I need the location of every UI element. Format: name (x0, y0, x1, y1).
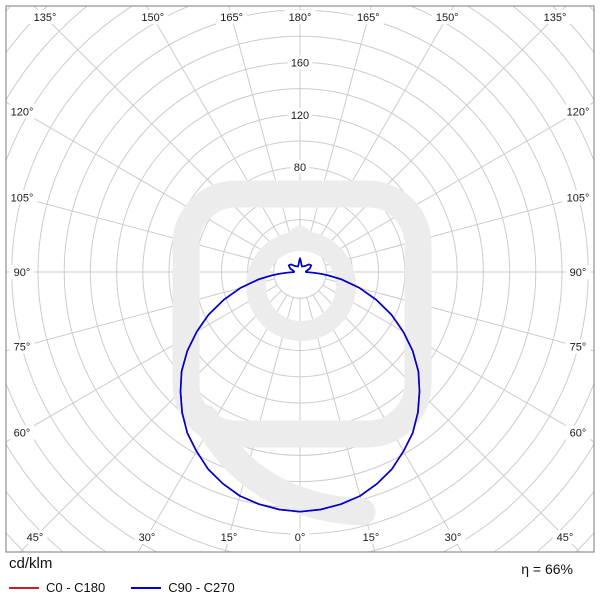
grid-radial-line (322, 284, 594, 443)
grid-radial-line (318, 290, 581, 552)
grid-radial-line (6, 278, 275, 352)
footer-top-row: cd/klm η = 66% (9, 555, 591, 577)
angle-label-45-right: 45° (557, 532, 574, 544)
angle-label-30-right: 30° (445, 532, 462, 544)
curve-c90-c270 (179, 257, 421, 513)
angle-label-105-left: 105° (11, 193, 34, 205)
angle-label-165-right: 165° (357, 12, 380, 24)
legend-item-c0-c180: C0 - C180 (9, 580, 105, 595)
radial-label-120: 120 (291, 110, 309, 122)
grid-radial-line (312, 294, 463, 552)
angle-label-45-left: 45° (27, 532, 44, 544)
angle-label-60-right-chip (565, 425, 591, 440)
radial-label-160: 160 (291, 57, 309, 69)
angle-label-120-left-chip (6, 104, 38, 119)
angle-label-45-left-chip (22, 530, 48, 544)
angle-label-75-left-chip (9, 339, 35, 354)
grid-radial-line (6, 284, 278, 443)
angle-label-150-left-chip (137, 10, 169, 24)
angle-label-15-left: 15° (221, 532, 238, 544)
angle-label-150-left: 150° (141, 12, 164, 24)
angle-label-150-right-chip (431, 10, 463, 24)
angle-label-180-right: 180° (289, 12, 312, 24)
angle-label-60-left: 60° (14, 428, 31, 440)
plot-border (5, 5, 595, 553)
polar-diagram: 0° 15° 15° 30° 30° 45° 45° 60° 60° 75° 75° 90° 90° 10… (5, 5, 595, 553)
angle-label-15-right-chip (358, 530, 384, 544)
angle-label-105-left-chip (6, 190, 38, 205)
angle-label-105-right-chip (562, 190, 594, 205)
watermark-logo (172, 180, 432, 526)
radial-label-80-chip (290, 160, 310, 175)
grid-radial-line (322, 101, 594, 260)
legend: C0 - C180 C90 - C270 (9, 580, 591, 595)
angle-label-135-left: 135° (34, 12, 57, 24)
angle-label-90-left: 90° (14, 267, 31, 279)
angle-label-90-right: 90° (570, 267, 587, 279)
angle-label-165-left-chip (216, 10, 248, 24)
grid-radial-line (224, 297, 294, 552)
angle-label-75-right-chip (565, 339, 591, 354)
angle-label-90-right-chip (565, 265, 591, 279)
grid-radial-line (306, 297, 376, 552)
angle-label-105-right: 105° (567, 193, 590, 205)
grid-radial-line (325, 278, 594, 352)
angle-label-60-left-chip (9, 425, 35, 440)
chart-footer: cd/klm η = 66% C0 - C180 C90 - C270 (0, 553, 600, 600)
legend-item-c90-c270: C90 - C270 (131, 580, 235, 595)
intensity-curves (179, 257, 421, 513)
angle-label-120-right-chip (562, 104, 594, 119)
angle-label-45-right-chip (552, 530, 578, 544)
angle-label-135-left-chip (29, 10, 61, 24)
angle-label-135-right: 135° (544, 12, 567, 24)
efficiency-label: η = 66% (521, 561, 573, 577)
angle-label-165-right-chip (352, 10, 384, 24)
angle-label-120-left: 120° (11, 106, 34, 118)
angle-label-165-left: 165° (220, 12, 243, 24)
angle-label-90-left-chip (9, 265, 35, 279)
angle-label-120-right: 120° (567, 106, 590, 118)
angle-label-0-right-chip (290, 530, 310, 544)
angle-label-180-right-chip (284, 10, 316, 24)
grid-radial-line (19, 290, 282, 552)
radial-label-160-chip (287, 55, 313, 70)
radial-label-80: 80 (294, 162, 306, 174)
c90-c270-line-swatch (131, 586, 162, 589)
unit-label: cd/klm (9, 555, 53, 572)
angle-label-15-right: 15° (363, 532, 380, 544)
grid-radial-line (137, 294, 288, 552)
angle-label-150-right: 150° (436, 12, 459, 24)
angle-label-75-left: 75° (14, 341, 31, 353)
radial-label-120-chip (287, 107, 313, 122)
angle-label-75-right: 75° (570, 341, 587, 353)
legend-label-c0-c180: C0 - C180 (46, 580, 106, 595)
angle-label-30-left-chip (134, 530, 160, 544)
axis-labels: 0° 15° 15° 30° 30° 45° 45° 60° 60° 75° 75° 90° 90° 10… (6, 10, 594, 544)
grid-radial-line (325, 192, 594, 266)
c0-c180-line-swatch (9, 586, 39, 589)
angle-label-30-right-chip (440, 530, 466, 544)
angle-label-30-left: 30° (139, 532, 156, 544)
angle-label-15-left-chip (216, 530, 242, 544)
grid-radial-line (6, 192, 275, 266)
angle-label-0-right: 0° (295, 532, 306, 544)
angle-label-135-right-chip (539, 10, 571, 24)
grid-radial-line (6, 101, 278, 260)
legend-label-c90-c270: C90 - C270 (168, 580, 235, 595)
angle-label-60-right: 60° (570, 428, 587, 440)
